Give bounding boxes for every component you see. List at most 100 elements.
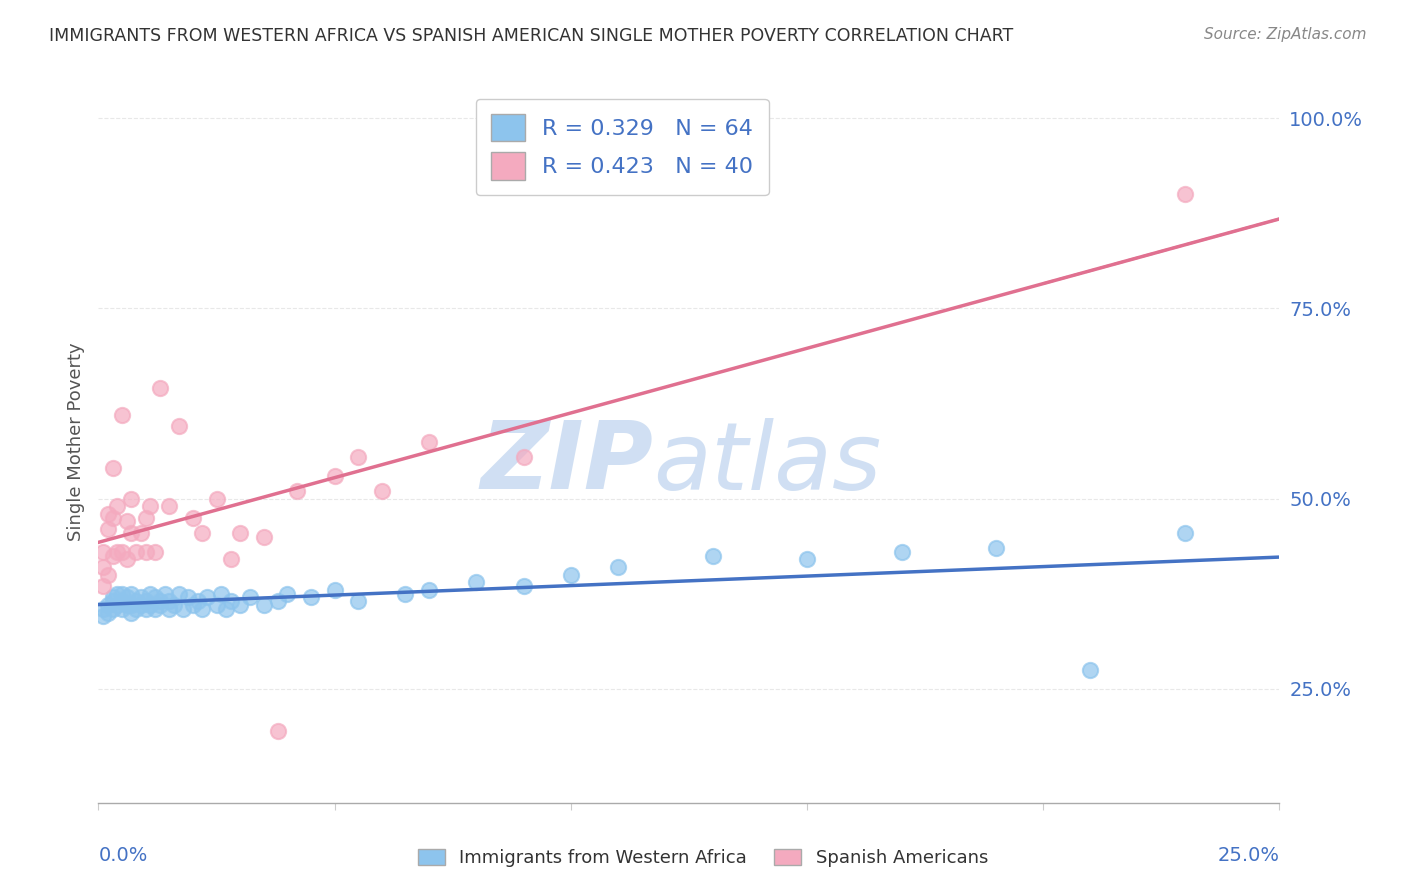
Point [135, 594, 157, 608]
Point [205, 491, 228, 506]
Point [129, 525, 152, 540]
Point [139, 499, 162, 513]
Point [91, 579, 114, 593]
Point [105, 587, 128, 601]
Point [1080, 663, 1102, 677]
Point [191, 602, 214, 616]
Point [418, 582, 440, 597]
Point [267, 723, 290, 738]
Point [371, 483, 394, 498]
Point [143, 602, 166, 616]
Point [121, 606, 143, 620]
Point [139, 587, 162, 601]
Point [219, 552, 242, 566]
Point [347, 594, 370, 608]
Point [105, 545, 128, 559]
Point [465, 575, 488, 590]
Point [267, 594, 290, 608]
Point [97, 567, 120, 582]
Point [111, 602, 134, 616]
Point [157, 594, 180, 608]
Point [149, 381, 172, 395]
Text: 25.0%: 25.0% [1218, 847, 1279, 865]
Point [115, 598, 138, 612]
Point [167, 587, 190, 601]
Point [115, 515, 138, 529]
Point [121, 587, 143, 601]
Point [139, 598, 162, 612]
Point [91, 560, 114, 574]
Point [97, 507, 120, 521]
Point [984, 541, 1007, 555]
Point [195, 591, 218, 605]
Point [115, 591, 138, 605]
Point [121, 491, 143, 506]
Point [111, 408, 134, 422]
Point [163, 598, 186, 612]
Point [121, 525, 143, 540]
Point [172, 602, 194, 616]
Point [97, 522, 120, 536]
Point [153, 587, 176, 601]
Point [101, 510, 124, 524]
Point [181, 510, 204, 524]
Point [125, 545, 148, 559]
Point [91, 545, 114, 559]
Text: ZIP: ZIP [481, 417, 654, 509]
Point [129, 591, 152, 605]
Point [101, 591, 124, 605]
Point [157, 602, 180, 616]
Point [512, 579, 534, 593]
Point [323, 468, 346, 483]
Point [157, 499, 180, 513]
Point [121, 598, 143, 612]
Point [135, 510, 157, 524]
Point [323, 582, 346, 597]
Point [215, 602, 238, 616]
Point [149, 598, 172, 612]
Legend: Immigrants from Western Africa, Spanish Americans: Immigrants from Western Africa, Spanish … [411, 841, 995, 874]
Text: 0.0%: 0.0% [98, 847, 148, 865]
Point [1174, 187, 1197, 202]
Point [111, 594, 134, 608]
Point [1174, 525, 1197, 540]
Point [219, 594, 242, 608]
Point [97, 606, 120, 620]
Point [167, 419, 190, 434]
Point [101, 602, 124, 616]
Point [205, 598, 228, 612]
Point [512, 450, 534, 464]
Point [101, 594, 124, 608]
Point [191, 525, 214, 540]
Text: Source: ZipAtlas.com: Source: ZipAtlas.com [1204, 27, 1367, 42]
Point [135, 602, 157, 616]
Point [394, 587, 416, 601]
Text: atlas: atlas [654, 417, 882, 508]
Point [187, 594, 209, 608]
Point [347, 450, 370, 464]
Point [276, 587, 298, 601]
Point [209, 587, 232, 601]
Legend: R = 0.329   N = 64, R = 0.423   N = 40: R = 0.329 N = 64, R = 0.423 N = 40 [475, 99, 769, 195]
Point [111, 545, 134, 559]
Point [253, 530, 276, 544]
Point [229, 598, 252, 612]
Point [253, 598, 276, 612]
Point [135, 545, 157, 559]
Point [105, 499, 128, 513]
Point [129, 598, 152, 612]
Point [285, 483, 308, 498]
Point [890, 545, 912, 559]
Point [229, 525, 252, 540]
Point [111, 587, 134, 601]
Point [181, 598, 204, 612]
Point [143, 591, 166, 605]
Point [239, 591, 262, 605]
Point [115, 552, 138, 566]
Point [177, 591, 200, 605]
Point [299, 591, 322, 605]
Point [149, 594, 172, 608]
Point [91, 609, 114, 624]
Point [418, 434, 440, 449]
Point [125, 594, 148, 608]
